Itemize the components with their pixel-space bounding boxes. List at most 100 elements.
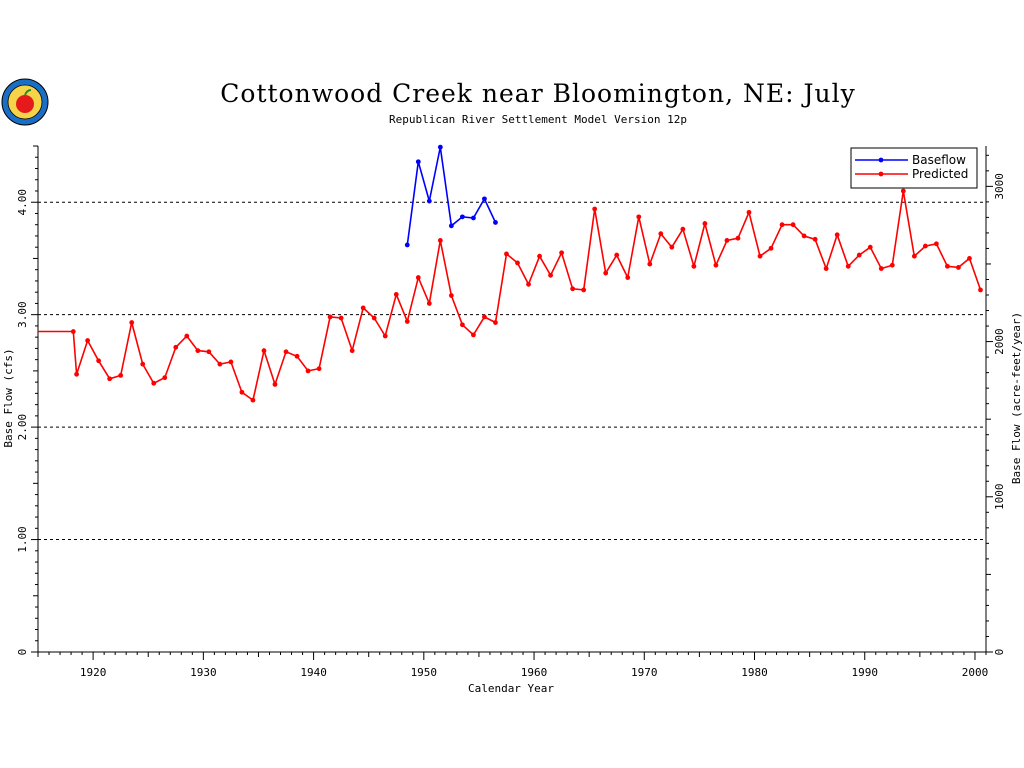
data-point-predicted bbox=[239, 389, 245, 395]
data-point-baseflow bbox=[471, 215, 476, 221]
data-point-predicted bbox=[448, 293, 454, 298]
legend-marker-baseflow bbox=[878, 157, 884, 163]
legend-label-baseflow: Baseflow bbox=[912, 153, 966, 167]
data-point-predicted bbox=[658, 231, 664, 237]
grid-lines bbox=[38, 201, 986, 541]
x-tick-label: 1970 bbox=[631, 666, 658, 679]
data-point-predicted bbox=[228, 359, 234, 365]
data-point-predicted bbox=[956, 265, 961, 270]
data-point-predicted bbox=[691, 263, 697, 269]
data-point-predicted bbox=[570, 286, 576, 292]
chart-subtitle: Republican River Settlement Model Versio… bbox=[389, 113, 687, 126]
data-point-predicted bbox=[360, 305, 366, 311]
series-line-predicted bbox=[38, 190, 982, 402]
data-point-predicted bbox=[371, 315, 377, 321]
x-tick-label: 1920 bbox=[80, 666, 107, 679]
data-point-predicted bbox=[592, 206, 598, 212]
chart-title: Cottonwood Creek near Bloomington, NE: J… bbox=[220, 79, 855, 108]
y-tick-label: 4.00 bbox=[16, 189, 29, 216]
data-point-predicted bbox=[779, 222, 785, 228]
data-point-predicted bbox=[349, 348, 355, 354]
data-point-predicted bbox=[162, 375, 168, 381]
data-point-predicted bbox=[735, 235, 741, 241]
data-point-predicted bbox=[261, 348, 267, 354]
data-point-predicted bbox=[85, 338, 91, 343]
data-point-predicted bbox=[504, 251, 509, 257]
x-tick-label: 2000 bbox=[962, 666, 989, 679]
data-point-predicted bbox=[790, 222, 796, 228]
data-point-predicted bbox=[945, 263, 950, 269]
data-point-predicted bbox=[74, 371, 79, 377]
data-point-predicted bbox=[393, 292, 399, 297]
axes bbox=[37, 146, 987, 653]
series-layer bbox=[38, 144, 983, 403]
data-point-baseflow bbox=[426, 198, 432, 204]
data-point-predicted bbox=[603, 270, 609, 276]
data-point-predicted bbox=[548, 272, 553, 278]
data-point-predicted bbox=[118, 372, 124, 378]
data-point-predicted bbox=[493, 320, 498, 325]
data-point-predicted bbox=[647, 261, 653, 267]
data-point-predicted bbox=[559, 250, 565, 256]
data-point-baseflow bbox=[482, 196, 487, 202]
data-point-predicted bbox=[305, 368, 311, 374]
y-axis-label: Base Flow (cfs) bbox=[2, 348, 15, 447]
data-point-predicted bbox=[636, 214, 642, 220]
data-point-predicted bbox=[801, 233, 807, 239]
x-tick-label: 1940 bbox=[300, 666, 327, 679]
data-point-baseflow bbox=[448, 223, 454, 229]
y-axis-ticks: 0 1.00 2.00 3.00 4.00 bbox=[16, 145, 38, 655]
data-point-baseflow bbox=[437, 144, 443, 150]
data-point-predicted bbox=[316, 366, 322, 372]
data-point-predicted bbox=[713, 262, 719, 268]
legend-label-predicted: Predicted bbox=[912, 167, 968, 181]
data-point-predicted bbox=[911, 253, 917, 259]
data-point-predicted bbox=[933, 241, 939, 247]
data-point-predicted bbox=[107, 376, 113, 382]
y2-tick-label: 1000 bbox=[993, 484, 1006, 511]
y-tick-label: 3.00 bbox=[16, 301, 29, 328]
data-point-predicted bbox=[680, 226, 686, 232]
data-point-predicted bbox=[845, 263, 851, 269]
data-point-predicted bbox=[283, 349, 289, 355]
data-point-predicted bbox=[173, 344, 179, 350]
data-point-predicted bbox=[581, 287, 587, 293]
data-point-baseflow bbox=[493, 220, 498, 225]
data-point-predicted bbox=[404, 319, 410, 324]
x-axis-label: Calendar Year bbox=[468, 682, 554, 695]
data-point-baseflow bbox=[459, 214, 465, 220]
y2-tick-label: 0 bbox=[993, 649, 1006, 656]
data-point-predicted bbox=[327, 314, 333, 320]
x-tick-label: 1980 bbox=[741, 666, 768, 679]
y2-tick-label: 2000 bbox=[993, 328, 1006, 355]
x-tick-label: 1960 bbox=[521, 666, 548, 679]
data-point-predicted bbox=[151, 380, 157, 386]
x-tick-label: 1990 bbox=[851, 666, 878, 679]
data-point-predicted bbox=[746, 209, 752, 215]
data-point-baseflow bbox=[415, 159, 421, 165]
y2-axis-label: Base Flow (acre-feet/year) bbox=[1010, 312, 1023, 484]
data-point-predicted bbox=[437, 238, 443, 243]
data-point-predicted bbox=[823, 266, 829, 271]
data-point-predicted bbox=[70, 329, 76, 334]
data-point-predicted bbox=[515, 260, 520, 266]
data-point-predicted bbox=[526, 281, 531, 287]
x-tick-label: 1950 bbox=[411, 666, 438, 679]
data-point-predicted bbox=[812, 236, 818, 242]
data-point-predicted bbox=[702, 221, 708, 226]
data-point-predicted bbox=[669, 244, 675, 250]
data-point-predicted bbox=[129, 320, 135, 325]
apple-emblem-icon bbox=[1, 78, 49, 126]
data-point-predicted bbox=[338, 315, 344, 321]
data-point-predicted bbox=[922, 243, 928, 249]
legend-marker-predicted bbox=[878, 171, 884, 177]
x-axis-ticks: 1920 1930 1940 1950 1960 1970 1980 1990 2000 bbox=[37, 652, 989, 679]
data-point-predicted bbox=[834, 232, 840, 238]
data-point-predicted bbox=[294, 353, 300, 359]
data-point-predicted bbox=[382, 333, 388, 339]
y-tick-label: 2.00 bbox=[16, 414, 29, 441]
data-point-predicted bbox=[272, 381, 278, 387]
data-point-predicted bbox=[426, 301, 432, 306]
